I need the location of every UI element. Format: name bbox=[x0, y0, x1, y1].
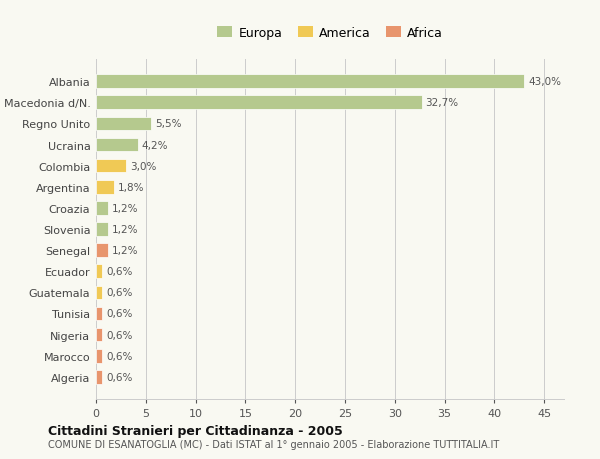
Bar bbox=[96, 349, 102, 363]
Bar bbox=[96, 117, 151, 131]
Text: 5,5%: 5,5% bbox=[155, 119, 181, 129]
Bar bbox=[96, 244, 108, 257]
Bar bbox=[96, 75, 524, 89]
Bar bbox=[96, 307, 102, 321]
Text: Cittadini Stranieri per Cittadinanza - 2005: Cittadini Stranieri per Cittadinanza - 2… bbox=[48, 424, 343, 437]
Text: 1,2%: 1,2% bbox=[112, 246, 139, 256]
Text: 0,6%: 0,6% bbox=[106, 309, 133, 319]
Bar bbox=[96, 96, 422, 110]
Bar bbox=[96, 138, 138, 152]
Bar bbox=[96, 286, 102, 300]
Text: 0,6%: 0,6% bbox=[106, 330, 133, 340]
Text: 4,2%: 4,2% bbox=[142, 140, 169, 150]
Legend: Europa, America, Africa: Europa, America, Africa bbox=[212, 22, 448, 45]
Text: 3,0%: 3,0% bbox=[130, 161, 156, 171]
Text: 0,6%: 0,6% bbox=[106, 267, 133, 277]
Text: 0,6%: 0,6% bbox=[106, 372, 133, 382]
Text: 1,2%: 1,2% bbox=[112, 224, 139, 235]
Text: 0,6%: 0,6% bbox=[106, 351, 133, 361]
Bar bbox=[96, 180, 114, 194]
Text: 43,0%: 43,0% bbox=[528, 77, 561, 87]
Text: 0,6%: 0,6% bbox=[106, 288, 133, 298]
Text: 1,2%: 1,2% bbox=[112, 203, 139, 213]
Text: COMUNE DI ESANATOGLIA (MC) - Dati ISTAT al 1° gennaio 2005 - Elaborazione TUTTIT: COMUNE DI ESANATOGLIA (MC) - Dati ISTAT … bbox=[48, 440, 499, 449]
Bar bbox=[96, 328, 102, 342]
Bar bbox=[96, 370, 102, 384]
Bar bbox=[96, 223, 108, 236]
Text: 32,7%: 32,7% bbox=[425, 98, 459, 108]
Bar bbox=[96, 202, 108, 215]
Text: 1,8%: 1,8% bbox=[118, 182, 145, 192]
Bar bbox=[96, 265, 102, 279]
Bar bbox=[96, 159, 126, 173]
